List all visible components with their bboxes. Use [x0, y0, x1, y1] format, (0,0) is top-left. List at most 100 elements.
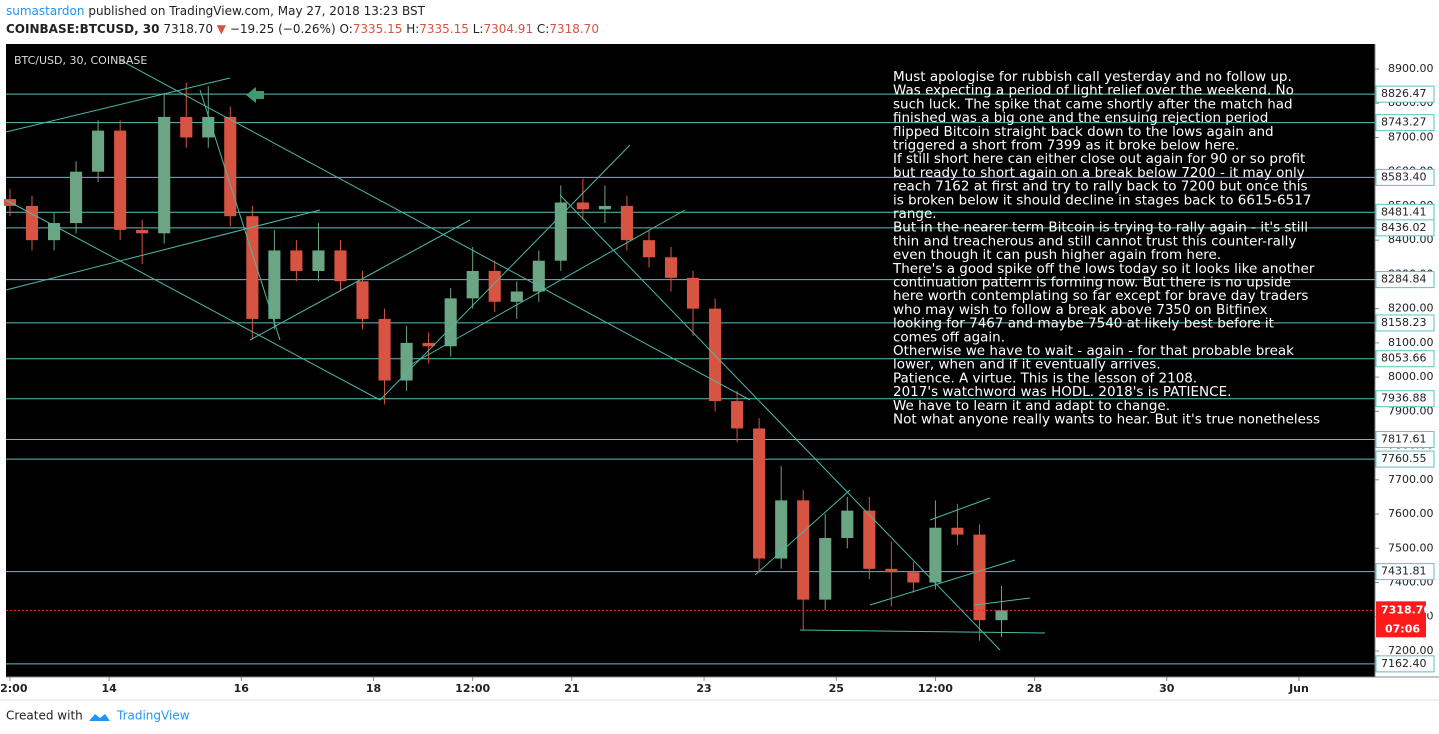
created-with: Created with	[6, 709, 83, 723]
candle-body	[664, 257, 678, 278]
annotation-line: 2017's watchword was HODL. 2018's is PAT…	[893, 384, 1231, 400]
level-label: 8743.27	[1381, 116, 1427, 129]
candle-body	[797, 500, 810, 600]
y-tick-label: 7700.00	[1388, 473, 1434, 486]
annotation-line: flipped Bitcoin straight back down to th…	[893, 124, 1274, 140]
symbol: COINBASE:BTCUSD, 30	[6, 22, 160, 36]
level-label: 8436.02	[1381, 221, 1427, 234]
published: published on TradingView.com, May 27, 20…	[88, 4, 425, 18]
annotation-line: who may wish to follow a break above 735…	[893, 302, 1267, 318]
candle-body	[841, 510, 854, 539]
candle-body	[202, 116, 215, 138]
candle-body	[532, 260, 545, 292]
x-tick-label: Jun	[1288, 682, 1309, 695]
candle-body	[995, 610, 1008, 621]
x-tick-label: 14	[101, 682, 117, 695]
level-label: 8481.41	[1381, 205, 1427, 218]
axis-labels: 8900.008800.008700.008600.008500.008400.…	[0, 62, 1435, 695]
candle-body	[951, 527, 964, 535]
level-label: 7162.40	[1381, 657, 1427, 670]
annotation-line: looking for 7467 and maybe 7540 at likel…	[893, 316, 1274, 332]
x-tick-label: 30	[1159, 682, 1175, 695]
countdown: 07:06	[1385, 622, 1420, 635]
annotation-line: continuation pattern is forming now. But…	[893, 275, 1291, 291]
level-label: 7936.88	[1381, 392, 1427, 405]
x-tick-label: 18	[366, 682, 381, 695]
annotation-line: lower, when and if it eventually arrives…	[893, 357, 1161, 373]
level-label-box	[1375, 271, 1435, 289]
y-tick-label: 8100.00	[1388, 336, 1434, 349]
candle-body	[642, 240, 656, 258]
level-label: 7431.81	[1381, 565, 1427, 578]
candle-body	[246, 216, 259, 319]
level-label: 8158.23	[1381, 316, 1427, 329]
level-label-box	[1375, 219, 1435, 237]
level-label: 8053.66	[1381, 352, 1427, 365]
last-price-box	[1376, 601, 1426, 638]
y-tick-label: 8200.00	[1388, 302, 1434, 315]
candle-body	[268, 250, 281, 319]
level-label: 8826.47	[1381, 87, 1427, 100]
change: −19.25 (−0.26%)	[230, 22, 336, 36]
y-tick-label: 8000.00	[1388, 370, 1434, 383]
annotation-line: here worth contemplating so far except f…	[893, 288, 1308, 304]
last: 7318.70	[163, 22, 213, 36]
annotation-line: If still short here can either close out…	[893, 151, 1305, 167]
level-label-box	[1375, 85, 1435, 103]
c-key: C:	[537, 22, 549, 36]
h-key: H:	[406, 22, 419, 36]
candle-body	[224, 116, 237, 217]
logo	[89, 714, 110, 721]
candle-body	[114, 130, 127, 230]
annotation-line: thin and treacherous and still cannot tr…	[893, 233, 1296, 249]
level-label: 8583.40	[1381, 170, 1427, 183]
candle-body	[731, 401, 744, 429]
y-tick-label: 7200.00	[1388, 644, 1434, 657]
level-label-box	[1375, 431, 1435, 449]
x-tick-label: 23	[696, 682, 711, 695]
annotation-line: But in the nearer term Bitcoin is trying…	[893, 220, 1308, 236]
annotation-line: such luck. The spike that came shortly a…	[893, 96, 1293, 112]
arrow-marker	[246, 87, 264, 103]
candle-body	[510, 291, 523, 302]
candle-body	[863, 510, 876, 569]
candle-body	[180, 116, 193, 138]
annotation-line: Must apologise for rubbish call yesterda…	[893, 69, 1292, 85]
annotation: Must apologise for rubbish call yesterda…	[892, 69, 1320, 428]
annotation-line: but ready to short again on a break belo…	[893, 165, 1305, 181]
candle-body	[70, 171, 83, 224]
level-label: 7760.55	[1381, 452, 1427, 465]
candle-body	[488, 270, 501, 302]
ticker-line: COINBASE:BTCUSD, 30 7318.70 ▼ −19.25 (−0…	[6, 22, 599, 36]
annotation-line: is broken below it should decline in sta…	[893, 192, 1311, 208]
y-tick-label: 7600.00	[1388, 507, 1434, 520]
level-label-box	[1375, 655, 1435, 673]
x-tick-label: 28	[1027, 682, 1042, 695]
candle-body	[378, 318, 391, 381]
annotation-line: comes off again.	[893, 329, 1005, 345]
c-value: 7318.70	[549, 22, 599, 36]
x-tick-label: 25	[829, 682, 844, 695]
candle-body	[885, 568, 898, 573]
candle-body	[753, 428, 766, 559]
annotation-line: finished was a big one and the ensuing r…	[893, 110, 1268, 126]
brand[interactable]: TradingView	[116, 709, 190, 723]
candle-body	[576, 202, 589, 210]
candle-body	[554, 202, 567, 261]
o-value: 7335.15	[353, 22, 403, 36]
y-tick-label: 7900.00	[1388, 404, 1434, 417]
level-label: 8284.84	[1381, 273, 1427, 286]
candle-body	[775, 500, 788, 559]
author[interactable]: sumastardon	[6, 4, 85, 18]
level-label-box	[1375, 168, 1435, 186]
x-tick-label: 12:00	[455, 682, 490, 695]
plot	[3, 82, 1375, 665]
level-label-box	[1375, 450, 1435, 468]
candle-body	[620, 205, 633, 241]
level-label-box	[1375, 563, 1435, 581]
candle-body	[92, 130, 105, 172]
candle-body	[819, 538, 832, 600]
y-tick-label: 8400.00	[1388, 233, 1434, 246]
x-tick-label: 21	[564, 682, 579, 695]
